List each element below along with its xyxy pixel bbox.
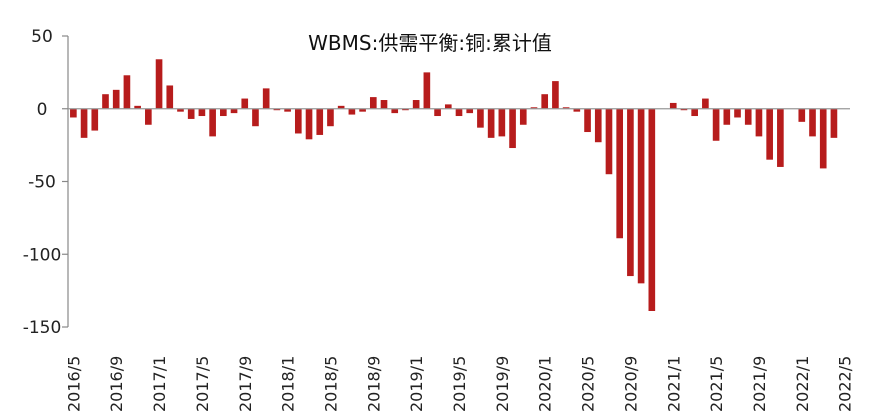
- bar-2021-3: [691, 108, 698, 117]
- x-tick-label: 2022/5: [836, 356, 855, 412]
- x-tick-label: 2019/1: [407, 356, 426, 412]
- bar-2017-11: [262, 88, 270, 109]
- y-tick-label: -50: [28, 173, 56, 193]
- bar-2022-1: [798, 108, 806, 122]
- bar-2018-6: [337, 105, 345, 109]
- bar-2019-8: [487, 108, 495, 138]
- bar-2017-12: [273, 108, 281, 111]
- bar-2018-5: [327, 108, 334, 127]
- bar-2021-2: [680, 108, 688, 111]
- x-tick-label: 2020/9: [621, 356, 640, 412]
- bar-2020-8: [616, 108, 623, 239]
- bar-2022-3: [819, 108, 827, 169]
- bar-2016-6: [80, 108, 88, 138]
- bar-2016-9: [112, 89, 120, 109]
- x-tick-label: 2019/9: [493, 356, 512, 412]
- x-tick-label: 2021/1: [664, 356, 683, 412]
- bar-2018-9: [369, 97, 377, 109]
- bar-2016-5: [70, 108, 77, 118]
- y-tick-label: -150: [23, 318, 62, 338]
- bar-2017-6: [209, 108, 216, 137]
- bar-2017-2: [166, 85, 174, 109]
- x-tick-label: 2016/5: [64, 356, 83, 412]
- bar-2017-1: [155, 59, 163, 109]
- bar-2018-2: [294, 108, 302, 134]
- bar-2021-5: [712, 108, 720, 141]
- bar-2020-4: [573, 108, 581, 112]
- bar-2019-3: [434, 108, 441, 117]
- bar-2020-3: [562, 107, 570, 109]
- x-tick-label: 2017/9: [236, 356, 255, 412]
- bar-2021-10: [766, 108, 773, 160]
- bar-2017-4: [187, 108, 195, 119]
- x-tick-label: 2020/5: [579, 356, 598, 412]
- x-tick-label: 2016/9: [107, 356, 126, 412]
- bar-2020-5: [584, 108, 591, 133]
- bar-2018-10: [380, 100, 388, 109]
- bar-2019-9: [498, 108, 506, 137]
- bar-2017-9: [241, 98, 249, 109]
- bar-2022-2: [809, 108, 816, 137]
- x-tick-label: 2018/9: [364, 356, 383, 412]
- bar-2020-7: [605, 108, 613, 175]
- x-tick-label: 2020/1: [536, 356, 555, 412]
- y-axis: 50 0 -50 -100 -150: [23, 27, 69, 338]
- bar-2017-5: [198, 108, 206, 117]
- bar-2022-4: [830, 108, 838, 138]
- bar-2019-7: [477, 108, 484, 128]
- bar-2019-12: [530, 107, 538, 109]
- bar-2017-3: [177, 108, 184, 112]
- x-tick-label: 2022/1: [793, 356, 812, 412]
- bar-2016-7: [91, 108, 99, 131]
- bar-2019-4: [444, 104, 452, 109]
- bar-2019-10: [509, 108, 516, 149]
- bar-2020-6: [594, 108, 602, 143]
- bar-2019-11: [519, 108, 527, 125]
- bar-2018-11: [391, 108, 399, 114]
- bar-2016-8: [102, 94, 109, 109]
- bar-2021-1: [669, 102, 677, 109]
- bars: [70, 59, 848, 311]
- x-tick-label: 2017/1: [150, 356, 169, 412]
- x-tick-label: 2021/9: [750, 356, 769, 412]
- bar-2018-1: [284, 108, 291, 112]
- x-tick-label: 2018/5: [321, 356, 340, 412]
- bar-2020-2: [552, 81, 559, 109]
- bar-2021-4: [702, 98, 709, 109]
- bar-2019-6: [466, 108, 474, 114]
- x-tick-label: 2021/5: [707, 356, 726, 412]
- chart-title: WBMS:供需平衡:铜:累计值: [308, 31, 552, 55]
- bar-2021-8: [744, 108, 752, 125]
- bar-2019-5: [455, 108, 463, 117]
- bar-2021-7: [734, 108, 741, 118]
- bar-2019-2: [423, 72, 431, 109]
- bar-2018-8: [359, 108, 366, 112]
- bar-2016-12: [145, 108, 152, 125]
- bar-2016-11: [134, 105, 141, 109]
- y-tick-label: 0: [37, 100, 48, 120]
- bar-2020-10: [637, 108, 645, 284]
- x-tick-label: 2019/5: [450, 356, 469, 412]
- bar-2019-1: [412, 100, 420, 109]
- bar-2021-9: [755, 108, 763, 137]
- x-tick-label: 2017/5: [193, 356, 212, 412]
- y-tick-label: -100: [23, 245, 62, 265]
- bar-2017-10: [252, 108, 259, 127]
- x-tick-label: 2018/1: [279, 356, 298, 412]
- bar-2018-4: [316, 108, 324, 135]
- bar-2020-1: [541, 94, 549, 109]
- bar-2021-11: [777, 108, 784, 167]
- y-tick-label: 50: [31, 27, 53, 47]
- bar-2017-8: [230, 108, 238, 114]
- bar-2017-7: [220, 108, 227, 117]
- bar-2018-7: [348, 108, 356, 115]
- bar-2020-9: [627, 108, 634, 277]
- bar-2016-10: [123, 75, 131, 109]
- bar-2018-3: [305, 108, 313, 140]
- bar-2021-6: [723, 108, 731, 125]
- bar-2018-12: [402, 108, 409, 111]
- bar-2020-11: [648, 108, 656, 311]
- x-axis: 2016/5 2016/9 2017/1 2017/5 2017/9 2018/1 2018…: [64, 108, 855, 412]
